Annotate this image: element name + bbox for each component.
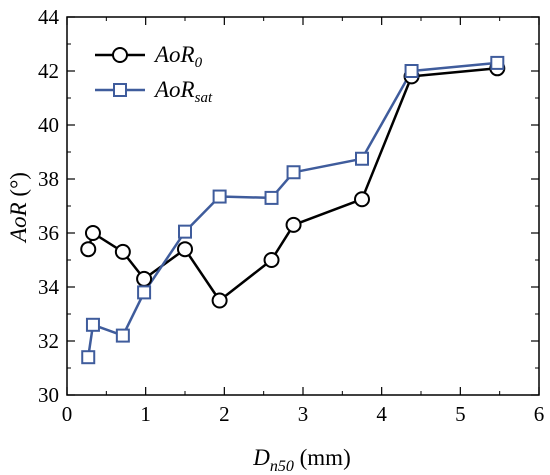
series-line-0 [87, 67, 498, 302]
data-point-square [490, 55, 505, 70]
data-point-square [404, 64, 419, 78]
plot-frame [66, 16, 540, 396]
data-point-square [264, 190, 279, 205]
legend-label-aorsat: AoRsat [153, 77, 213, 106]
y-tick-label: 30 [38, 383, 59, 407]
data-point-square [137, 285, 152, 300]
series-line-1 [86, 61, 498, 358]
data-point-square [212, 189, 227, 204]
data-point-square [81, 350, 96, 365]
data-point-square [115, 328, 130, 343]
y-tick-label: 42 [38, 59, 59, 83]
x-tick-label: 5 [455, 402, 466, 426]
x-tick-label: 3 [298, 402, 309, 426]
legend-marker-square [113, 83, 127, 97]
legend-label-aor0: AoR0 [153, 42, 203, 71]
x-tick-label: 2 [219, 402, 230, 426]
data-point-circle [354, 191, 370, 208]
x-tick-label: 0 [62, 402, 73, 426]
y-tick-label: 38 [38, 167, 59, 191]
y-tick-label: 34 [38, 275, 60, 299]
data-point-circle [84, 225, 101, 241]
data-point-square [178, 224, 192, 239]
data-point-square [85, 317, 100, 332]
data-point-circle [263, 252, 280, 268]
legend-marker-circle [112, 47, 128, 63]
series-layer [80, 55, 506, 365]
data-point-circle [136, 270, 153, 287]
y-tick-label: 44 [38, 5, 60, 29]
x-tick-label: 6 [534, 402, 545, 426]
plot-area [66, 16, 540, 396]
x-tick-label: 1 [140, 402, 151, 426]
data-point-circle [177, 241, 193, 258]
data-point-circle [114, 243, 131, 260]
data-point-circle [285, 216, 302, 233]
x-axis-title: Dn50 (mm) [252, 445, 350, 475]
legend: AoR0 AoRsat [95, 42, 213, 106]
y-tick-label: 32 [38, 329, 59, 353]
y-tick-label: 40 [38, 113, 59, 137]
y-axis-title: AoR (°) [6, 172, 31, 244]
data-point-square [355, 151, 369, 166]
data-point-circle [211, 292, 228, 309]
data-point-square [286, 165, 301, 180]
data-point-circle [80, 241, 97, 258]
y-tick-label: 36 [38, 221, 59, 245]
x-tick-label: 4 [376, 402, 387, 426]
